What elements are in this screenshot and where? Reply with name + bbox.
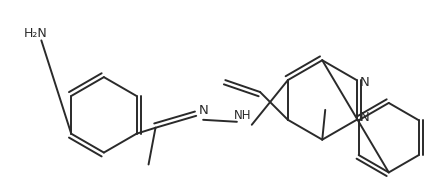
Text: N: N xyxy=(198,104,208,117)
Text: NH: NH xyxy=(234,109,252,122)
Text: H₂N: H₂N xyxy=(24,27,47,40)
Text: N: N xyxy=(360,111,369,124)
Text: N: N xyxy=(360,76,369,89)
